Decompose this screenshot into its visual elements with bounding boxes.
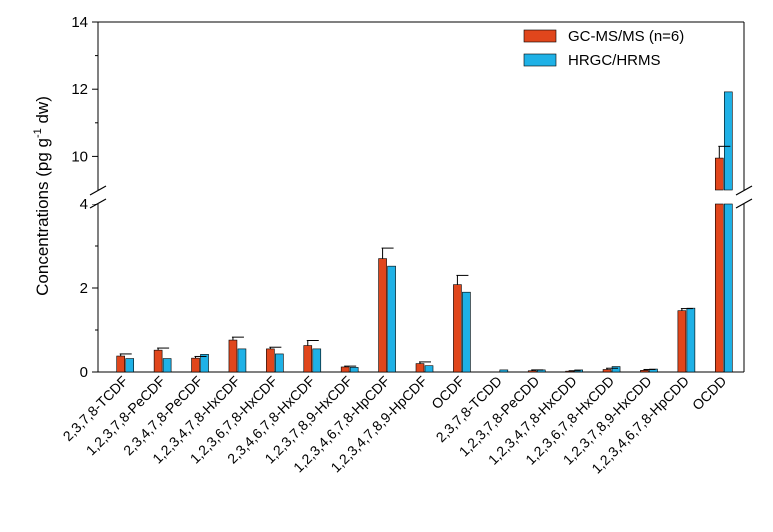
bar-gcmsms xyxy=(602,369,612,373)
category-labels: 2,3,7,8-TCDF1,2,3,7,8-PeCDF2,3,4,7,8-PeC… xyxy=(60,373,730,477)
y-tick-label: 4 xyxy=(80,196,88,213)
bar-hrgc-hrms xyxy=(200,354,209,373)
bar-hrgc-hrms xyxy=(462,291,471,373)
y-tick-label: 2 xyxy=(80,280,88,297)
y-axis-title-superscript: -1 xyxy=(32,128,44,138)
bar-hrgc-hrms xyxy=(237,348,247,373)
bar-gcmsms xyxy=(640,370,649,373)
bar-gcmsms xyxy=(677,310,687,373)
bar-gcmsms xyxy=(714,157,724,191)
bar-gcmsms xyxy=(527,370,537,373)
bar-hrgc-hrms xyxy=(162,358,172,373)
bar-hrgc-hrms xyxy=(686,307,696,373)
bar-gcmsms xyxy=(378,258,387,373)
bar-hrgc-hrms xyxy=(125,358,135,373)
y-tick-label: 0 xyxy=(80,364,88,381)
y-tick-label: 12 xyxy=(71,81,88,98)
y-tick-label: 14 xyxy=(71,14,88,31)
legend-label: GC-MS/MS (n=6) xyxy=(568,28,684,45)
bar-gcmsms xyxy=(303,345,313,373)
bar-hrgc-hrms xyxy=(424,365,434,373)
bar-gcmsms xyxy=(191,357,200,373)
bar-hrgc-hrms xyxy=(275,353,284,373)
y-axis-title: Concentrations (pg g-1 dw) xyxy=(32,96,52,296)
bars xyxy=(116,91,733,373)
legend-swatch xyxy=(523,29,557,43)
bar-gcmsms xyxy=(340,366,350,373)
bar-hrgc-hrms xyxy=(349,367,359,373)
bar-gcmsms xyxy=(714,203,724,373)
bar-gcmsms xyxy=(453,284,462,373)
y-tick-label: 10 xyxy=(71,148,88,165)
bar-hrgc-hrms xyxy=(499,369,509,373)
bar-gcmsms xyxy=(153,349,163,373)
bar-gcmsms xyxy=(228,339,238,373)
bar-gcmsms xyxy=(266,348,275,373)
bar-hrgc-hrms xyxy=(723,203,733,373)
axis-break-marks xyxy=(89,185,753,209)
legend-label: HRGC/HRMS xyxy=(568,52,661,69)
y-axis-ticks: 0 2 4 10 12 14 xyxy=(71,14,98,381)
bar-gcmsms xyxy=(415,363,425,373)
bar-hrgc-hrms xyxy=(387,265,396,373)
category-label: OCDD xyxy=(689,373,729,413)
legend: GC-MS/MS (n=6) HRGC/HRMS xyxy=(523,28,684,69)
bar-hrgc-hrms xyxy=(312,348,322,373)
bar-hrgc-hrms xyxy=(723,91,733,191)
bar-gcmsms xyxy=(565,370,574,373)
plot-frame xyxy=(97,21,745,373)
bar-hrgc-hrms xyxy=(611,366,621,373)
bar-gcmsms xyxy=(116,355,126,373)
legend-swatch xyxy=(523,53,557,67)
